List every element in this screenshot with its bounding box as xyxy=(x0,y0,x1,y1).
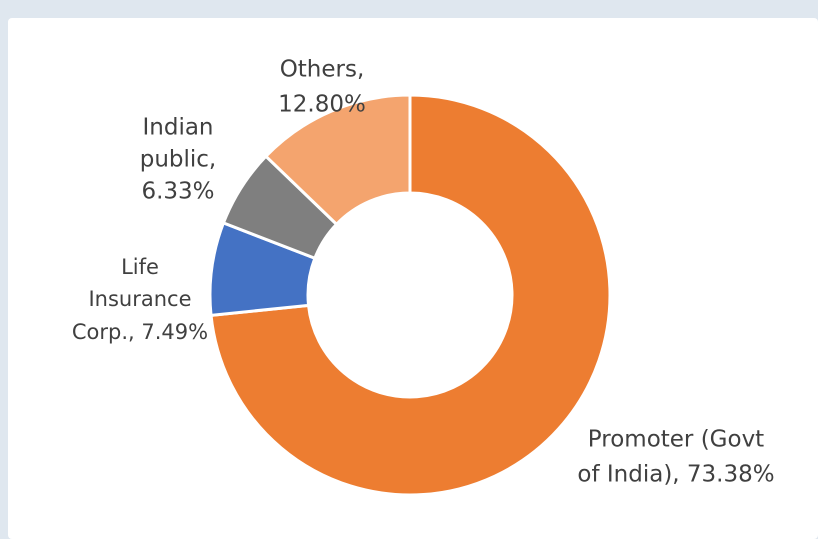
data-label: 12.80% xyxy=(278,92,366,118)
data-label: 6.33% xyxy=(141,179,214,205)
data-label: Promoter (Govt xyxy=(588,427,764,453)
data-label: Others, xyxy=(280,57,365,83)
data-label: Indian xyxy=(142,115,213,141)
donut-segment xyxy=(263,93,412,227)
data-label: Life xyxy=(121,255,159,279)
donut-segment xyxy=(209,93,612,497)
data-label: Corp., 7.49% xyxy=(72,320,208,344)
data-label: of India), 73.38% xyxy=(577,462,774,488)
data-label: public, xyxy=(140,147,217,173)
data-label: Insurance xyxy=(88,287,191,311)
